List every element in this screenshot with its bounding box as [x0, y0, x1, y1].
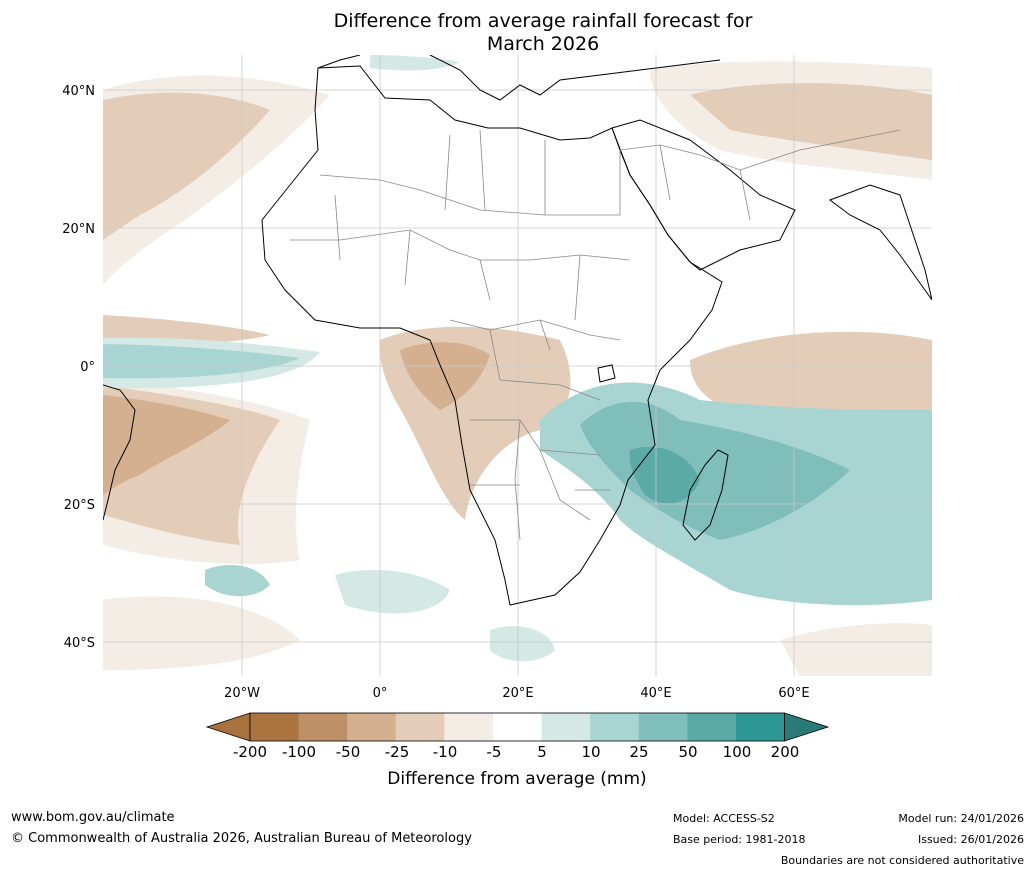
lon-label-40e: 40°E: [640, 686, 671, 701]
footer-issued: Issued: 26/01/2026: [917, 833, 1024, 846]
wet-region-equatorial-atlantic-core: [103, 344, 300, 379]
colorbar: [205, 712, 830, 742]
lat-label-20s: 20°S: [64, 498, 95, 513]
wet-region-south-atlantic-small: [205, 565, 270, 597]
wet-region-south-atlantic-band: [335, 570, 450, 614]
colorbar-tick: 100: [722, 743, 752, 761]
footer-url[interactable]: www.bom.gov.au/climate: [11, 810, 175, 825]
dry-region-middle-east-core: [690, 82, 932, 160]
colorbar-tick: -5: [486, 743, 502, 761]
lon-label-20e: 20°E: [502, 686, 533, 701]
border-middle-east: [619, 129, 901, 221]
lat-label-40s: 40°S: [64, 636, 95, 651]
dry-region-south-atlantic-strong: [103, 395, 230, 495]
colorbar-segment: [638, 713, 688, 741]
lon-label-60e: 60°E: [778, 686, 809, 701]
colorbar-segment: [541, 713, 591, 741]
border-central-africa: [449, 319, 621, 401]
colorbar-tick: -50: [335, 743, 361, 761]
footer-model: Model: ACCESS-S2: [673, 812, 775, 825]
coastlines: [103, 55, 932, 606]
lon-label-0: 0°: [373, 686, 388, 701]
dry-region-equatorial-atlantic: [103, 315, 270, 344]
title-line-2: March 2026: [486, 33, 600, 55]
coastline-lake-victoria: [597, 364, 616, 383]
colorbar-title: Difference from average (mm): [387, 769, 647, 789]
dry-region-south-indian: [780, 623, 932, 676]
dry-region-southern-ocean: [103, 596, 300, 670]
colorbar-tick: 50: [678, 743, 698, 761]
lat-label-40n: 40°N: [62, 84, 95, 99]
lon-label-20w: 20°W: [224, 686, 260, 701]
wet-region-madagascar-channel: [629, 446, 700, 504]
border-southern-africa: [470, 419, 610, 541]
coastline-madagascar: [682, 449, 729, 541]
colorbar-segment: [687, 713, 737, 741]
title-line-1: Difference from average rainfall forecas…: [333, 10, 753, 32]
wet-region-southern: [490, 626, 555, 662]
lat-label-20n: 20°N: [62, 222, 95, 237]
colorbar-tick: 10: [581, 743, 601, 761]
coastline-india: [828, 184, 932, 301]
footer-copyright: © Commonwealth of Australia 2026, Austra…: [11, 831, 472, 846]
border-sahel: [290, 229, 631, 321]
latitude-labels: 40°N 20°N 0° 20°S 40°S: [62, 84, 95, 651]
footer-base-period: Base period: 1981-2018: [673, 833, 806, 846]
colorbar-frame: [249, 712, 785, 742]
colorbar-segment: [347, 713, 397, 741]
lat-label-equator: 0°: [80, 360, 95, 375]
colorbar-segment: [298, 713, 348, 741]
colorbar-tick: -200: [232, 743, 268, 761]
colorbar-segment: [444, 713, 494, 741]
wet-region-east-africa-core: [580, 401, 850, 540]
colorbar-tick: 25: [629, 743, 649, 761]
dry-region-north-atlantic-core: [103, 92, 270, 240]
coastline-europe: [317, 55, 721, 101]
colorbar-segment: [395, 713, 445, 741]
colorbar-tick-labels: -200 -100 -50 -25 -10 -5 5 10 25 50 100 …: [0, 743, 1035, 763]
dry-region-indian-ocean-north: [690, 331, 932, 420]
coastline-africa: [261, 65, 723, 606]
graticule: [103, 55, 932, 676]
colorbar-extend-high: [784, 712, 830, 742]
colorbar-segment: [493, 713, 543, 741]
colorbar-segment: [590, 713, 640, 741]
colorbar-tick: 5: [537, 743, 547, 761]
colorbar-extend-low: [205, 712, 251, 742]
colorbar-segment: [250, 713, 300, 741]
colorbar-tick: -10: [432, 743, 458, 761]
border-north-africa: [319, 129, 621, 261]
coastline-arabia: [611, 119, 796, 271]
colorbar-tick: -100: [281, 743, 317, 761]
colorbar-tick: -25: [384, 743, 410, 761]
coastline-south-america: [103, 384, 136, 521]
footer-disclaimer: Boundaries are not considered authoritat…: [780, 854, 1024, 867]
map-area: [103, 55, 932, 676]
wet-anomaly-regions: [103, 55, 932, 662]
country-borders: [290, 129, 901, 541]
longitude-labels: 20°W 0° 20°E 40°E 60°E: [224, 686, 810, 701]
footer-model-run: Model run: 24/01/2026: [898, 812, 1024, 825]
dry-anomaly-regions: [103, 61, 932, 676]
colorbar-segment: [736, 713, 786, 741]
colorbar-tick: 200: [770, 743, 800, 761]
chart-title: Difference from average rainfall forecas…: [200, 10, 886, 56]
